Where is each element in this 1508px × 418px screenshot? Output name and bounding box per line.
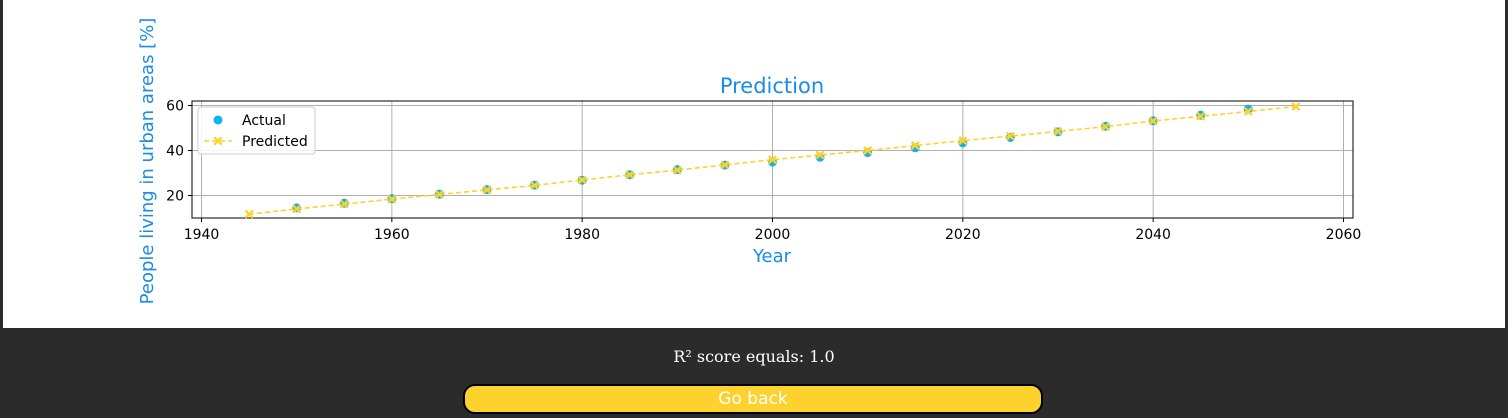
predicted-point [815, 150, 825, 160]
legend-predicted-marker [213, 136, 223, 146]
predicted-point [910, 141, 920, 151]
x-tick-label: 2000 [755, 227, 791, 243]
predicted-point [387, 194, 397, 204]
predicted-point [482, 185, 492, 195]
x-tick-label: 2040 [1135, 227, 1171, 243]
predicted-point [863, 146, 873, 155]
predicted-point [768, 155, 777, 165]
predicted-point [292, 204, 302, 214]
legend-actual-label: Actual [242, 113, 286, 129]
predicted-point [1243, 106, 1253, 116]
predicted-point [958, 136, 968, 146]
predicted-point [1101, 122, 1111, 132]
legend-actual-marker [213, 115, 223, 125]
series [244, 102, 1301, 219]
legend-box [197, 106, 316, 155]
x-tick-label: 1980 [564, 227, 600, 243]
plot-panel: 1940 1960 1980 2000 2020 2040 2060 20 40 60 Pred… [3, 0, 1505, 328]
legend-predicted-label: Predicted [242, 134, 308, 150]
predicted-point [720, 160, 730, 170]
predicted-point [672, 165, 682, 175]
x-tick-label: 2060 [1326, 227, 1362, 243]
y-ticks: 20 40 60 [166, 99, 192, 205]
x-tick-label: 2020 [945, 227, 981, 243]
y-tick-label: 40 [166, 144, 184, 160]
x-axis-label: Year [752, 246, 792, 267]
predicted-point [625, 170, 635, 180]
y-axis-label: People living in urban areas [%] [137, 18, 158, 305]
go-back-button[interactable]: Go back [463, 384, 1043, 414]
chart-title: Prediction [720, 74, 824, 98]
predicted-point [1148, 116, 1158, 126]
y-tick-label: 60 [166, 99, 184, 115]
x-tick-label: 1940 [184, 227, 220, 243]
r2-score-text: R² score equals: 1.0 [673, 347, 835, 366]
y-tick-label: 20 [166, 189, 184, 205]
predicted-point [577, 175, 587, 185]
x-ticks: 1940 1960 1980 2000 2020 2040 2060 [184, 218, 1362, 243]
predicted-line [249, 105, 1296, 215]
predicted-point [1005, 131, 1015, 141]
predicted-point [244, 209, 254, 219]
predicted-point [530, 180, 540, 190]
predicted-point [1196, 111, 1206, 121]
predicted-point [1053, 126, 1063, 136]
predicted-point [434, 189, 444, 199]
legend: Actual Predicted [197, 106, 316, 155]
x-tick-label: 1960 [374, 227, 410, 243]
predicted-point [339, 199, 349, 209]
predicted-point [1291, 102, 1301, 112]
